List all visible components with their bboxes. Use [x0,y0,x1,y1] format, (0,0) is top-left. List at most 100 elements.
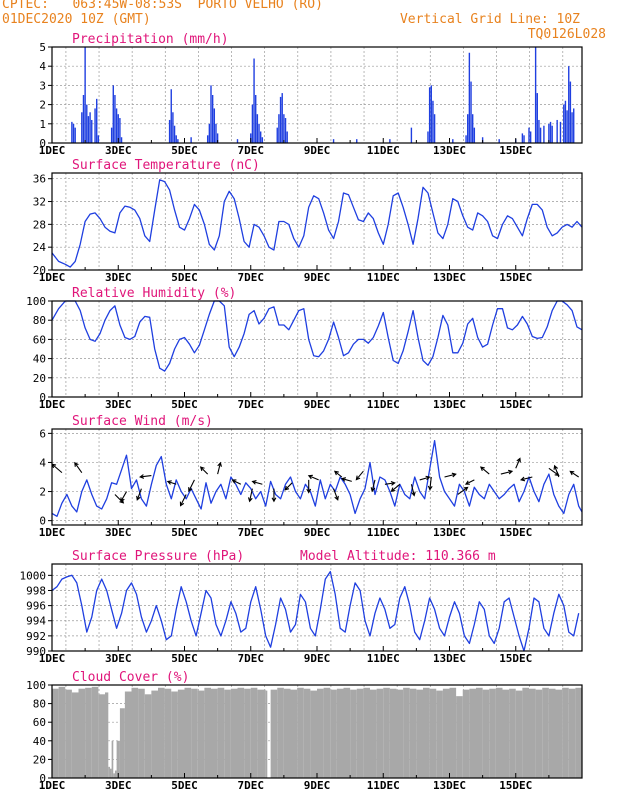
cloud-bar [105,692,109,778]
wind-arrow [419,475,431,481]
wind-xtick-label: 11DEC [367,526,400,539]
precip-bar [523,135,525,143]
temperature-xtick-label: 7DEC [238,271,265,284]
cloud-ytick-label: 100 [26,679,46,692]
precip-bar [538,119,540,143]
temperature-xtick-label: 15DEC [499,271,532,284]
cloud-bar [575,687,582,778]
humidity-xtick-label: 15DEC [499,398,532,411]
humidity-ytick-label: 0 [39,391,46,404]
wind-arrow [553,464,560,478]
precip-bar [521,133,524,143]
cloud-bar [197,690,205,778]
cloud-bar [449,687,457,778]
wind-ytick-label: 4 [39,456,46,469]
precip-bar [468,52,471,144]
humidity-frame [51,300,583,398]
precip-bar [563,104,565,143]
cloud-bar [469,688,476,778]
precip-bar [571,112,573,143]
cloud-bar [529,688,536,778]
cloud-bar [78,688,86,778]
precip-bar [87,116,90,143]
cloud-bar [109,768,112,778]
pressure-line [51,570,580,652]
precip-bar [536,93,538,143]
cloud-bar [542,687,549,778]
cloud-bar [114,770,117,778]
temperature-ytick-label: 24 [33,241,47,254]
wind-arrow [457,486,469,495]
humidity-xtick-label: 11DEC [367,398,400,411]
precip-bar [216,133,219,143]
cloud-bar [495,687,503,778]
pressure-ytick-label: 992 [26,630,46,643]
cloud-xtick-label: 9DEC [304,779,331,792]
wind-arrow [166,480,177,485]
pressure-annotation: Model Altitude: 110.366 m [300,549,496,564]
cloud-bar [522,687,529,778]
wind-arrow [247,488,253,503]
cloud-bar [217,687,225,778]
wind-xtick-label: 13DEC [433,526,466,539]
precip-bar [91,119,93,143]
cloud-bar [177,689,185,778]
wind-ytick-label: 2 [39,486,46,499]
cloud-bar [111,740,114,778]
cloud-bar [562,687,569,778]
precip-bar [556,119,558,143]
precip-bar [549,121,552,143]
cloud-bar [204,687,211,778]
cloud-title: Cloud Cover (%) [72,670,189,685]
precip-bar [465,135,467,143]
wind-arrow [427,476,433,491]
cloud-bar [244,688,251,778]
cloud-bar [113,773,115,778]
precip-bar [211,95,214,143]
precip-bar [559,121,562,143]
cloud-bar [164,688,172,778]
cloud-bar [290,689,298,778]
cloud-bar [116,740,120,778]
wind-arrow [271,488,277,503]
wind-arrow [307,474,319,481]
wind-arrow [355,470,364,481]
precip-bar [427,131,429,143]
cloud-bar [535,689,543,778]
precip-bar [467,114,469,143]
precip-bar [471,114,474,143]
cloud-bar [436,690,443,778]
precip-xtick-label: 1DEC [39,144,66,157]
cloud-bar [568,688,576,778]
pressure-ytick-label: 994 [26,615,46,628]
precip-bar [71,121,73,143]
pressure-ytick-label: 1000 [20,569,47,582]
wind-arrow [410,484,416,497]
wind-ytick-label: 0 [39,515,46,528]
cloud-bar [85,687,92,778]
cloud-bar [158,687,165,778]
precip-bar [286,131,288,143]
header-date: 01DEC2020 10Z (GMT) [2,12,151,27]
pressure-xtick-label: 1DEC [39,652,66,665]
precip-ytick-label: 2 [39,99,46,112]
precip-bar [430,85,432,143]
precip-bar [117,114,119,143]
cloud-ytick-label: 80 [33,698,46,711]
temperature-title: Surface Temperature (nC) [72,158,260,173]
wind-xtick-label: 5DEC [171,526,198,539]
precip-xtick-label: 15DEC [499,144,532,157]
cloud-ytick-label: 0 [39,772,46,785]
precip-bar [529,131,532,143]
cloud-xtick-label: 3DEC [105,779,132,792]
humidity-ytick-label: 60 [33,333,46,346]
header-station: CPTEC: 063:45W-08:53S PORTO VELHO (RO) [2,0,323,12]
precip-ytick-label: 1 [39,118,46,131]
cloud-bar [297,687,304,778]
precip-bar [428,87,431,143]
precip-bar [114,95,116,143]
cloud-bar [548,688,556,778]
precip-bar [94,108,96,143]
precip-bar [86,104,88,143]
